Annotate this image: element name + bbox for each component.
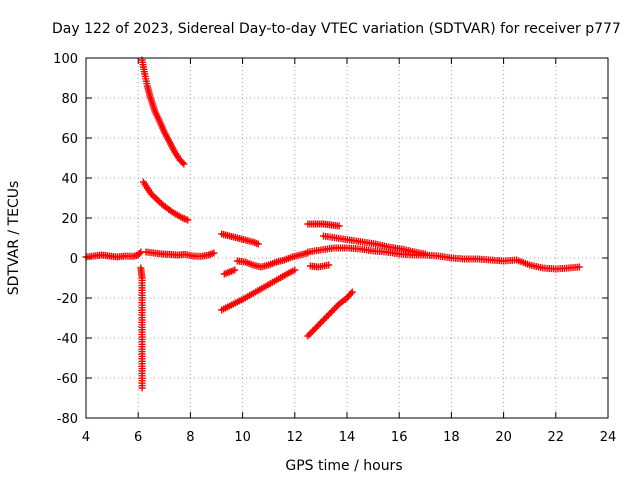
y-tick-label: -80 <box>57 412 78 427</box>
x-tick-label: 10 <box>234 430 251 445</box>
x-tick-label: 12 <box>287 430 304 445</box>
data-point <box>321 314 329 322</box>
data-point <box>210 249 218 257</box>
data-point <box>179 159 187 167</box>
data-point <box>151 193 159 201</box>
data-point <box>347 290 355 297</box>
series-arc-high-12 <box>304 220 343 230</box>
data-point <box>304 332 312 340</box>
series-arc-main-late <box>304 244 583 273</box>
data-point <box>313 322 321 330</box>
data-point <box>325 261 333 269</box>
data-point <box>180 160 188 168</box>
data-point <box>154 197 162 205</box>
series-arc-short-9 <box>220 266 239 278</box>
y-axis-label: SDTVAR / TECUs <box>6 181 22 296</box>
data-point <box>318 318 326 326</box>
data-point <box>348 288 356 296</box>
data-point <box>309 327 317 335</box>
y-tick-label: -40 <box>57 332 78 347</box>
data-point <box>184 216 192 224</box>
x-tick-label: 4 <box>82 430 90 445</box>
chart-title: Day 122 of 2023, Sidereal Day-to-day VTE… <box>52 21 621 37</box>
x-tick-label: 20 <box>495 430 512 445</box>
data-point <box>326 310 334 318</box>
data-point <box>324 311 332 319</box>
y-tick-label: -20 <box>57 292 78 307</box>
data-point <box>335 222 343 230</box>
x-tick-label: 24 <box>600 430 617 445</box>
series-arc-descending-9 <box>218 230 262 248</box>
data-point <box>320 316 328 324</box>
series-arc-falling-mid <box>139 178 192 224</box>
y-tick-label: 80 <box>61 92 78 107</box>
x-tick-label: 6 <box>134 430 142 445</box>
data-point <box>254 240 262 248</box>
data-point <box>138 384 146 392</box>
series-outliers <box>137 264 146 392</box>
data-point <box>316 319 324 327</box>
data-point <box>323 313 331 321</box>
data-point <box>575 263 583 271</box>
data-points <box>82 56 583 392</box>
x-tick-label: 16 <box>391 430 408 445</box>
data-point <box>152 195 160 203</box>
data-point <box>307 329 315 337</box>
y-tick-label: 20 <box>61 212 78 227</box>
series-arc-main-mid <box>142 248 218 260</box>
data-point <box>310 326 318 334</box>
data-point <box>315 321 323 329</box>
x-tick-label: 14 <box>339 430 356 445</box>
y-tick-label: 100 <box>53 52 78 67</box>
series-arc-flat-12 <box>306 261 333 271</box>
data-point <box>305 330 313 338</box>
y-tick-label: 40 <box>61 172 78 187</box>
data-point <box>329 306 337 314</box>
plot-frame <box>85 57 609 419</box>
series-arc-rising-12 <box>304 288 356 340</box>
y-tick-label: -60 <box>57 372 78 387</box>
data-point <box>332 303 340 311</box>
data-point <box>312 324 320 332</box>
data-point <box>231 266 239 274</box>
series-arc-main-early <box>82 248 145 261</box>
x-tick-label: 18 <box>443 430 460 445</box>
x-tick-label: 8 <box>186 430 194 445</box>
data-point <box>334 302 342 310</box>
x-axis-label: GPS time / hours <box>285 458 402 474</box>
y-tick-label: 60 <box>61 132 78 147</box>
x-tick-label: 22 <box>548 430 565 445</box>
series-arc-mid-10 <box>233 249 312 271</box>
data-point <box>291 266 299 274</box>
series-arc-falling-high <box>138 56 188 168</box>
y-tick-label: 0 <box>70 252 78 267</box>
data-point <box>327 308 335 316</box>
data-point <box>330 305 338 313</box>
series-arc-rising-low <box>218 266 299 314</box>
data-point <box>136 250 144 257</box>
